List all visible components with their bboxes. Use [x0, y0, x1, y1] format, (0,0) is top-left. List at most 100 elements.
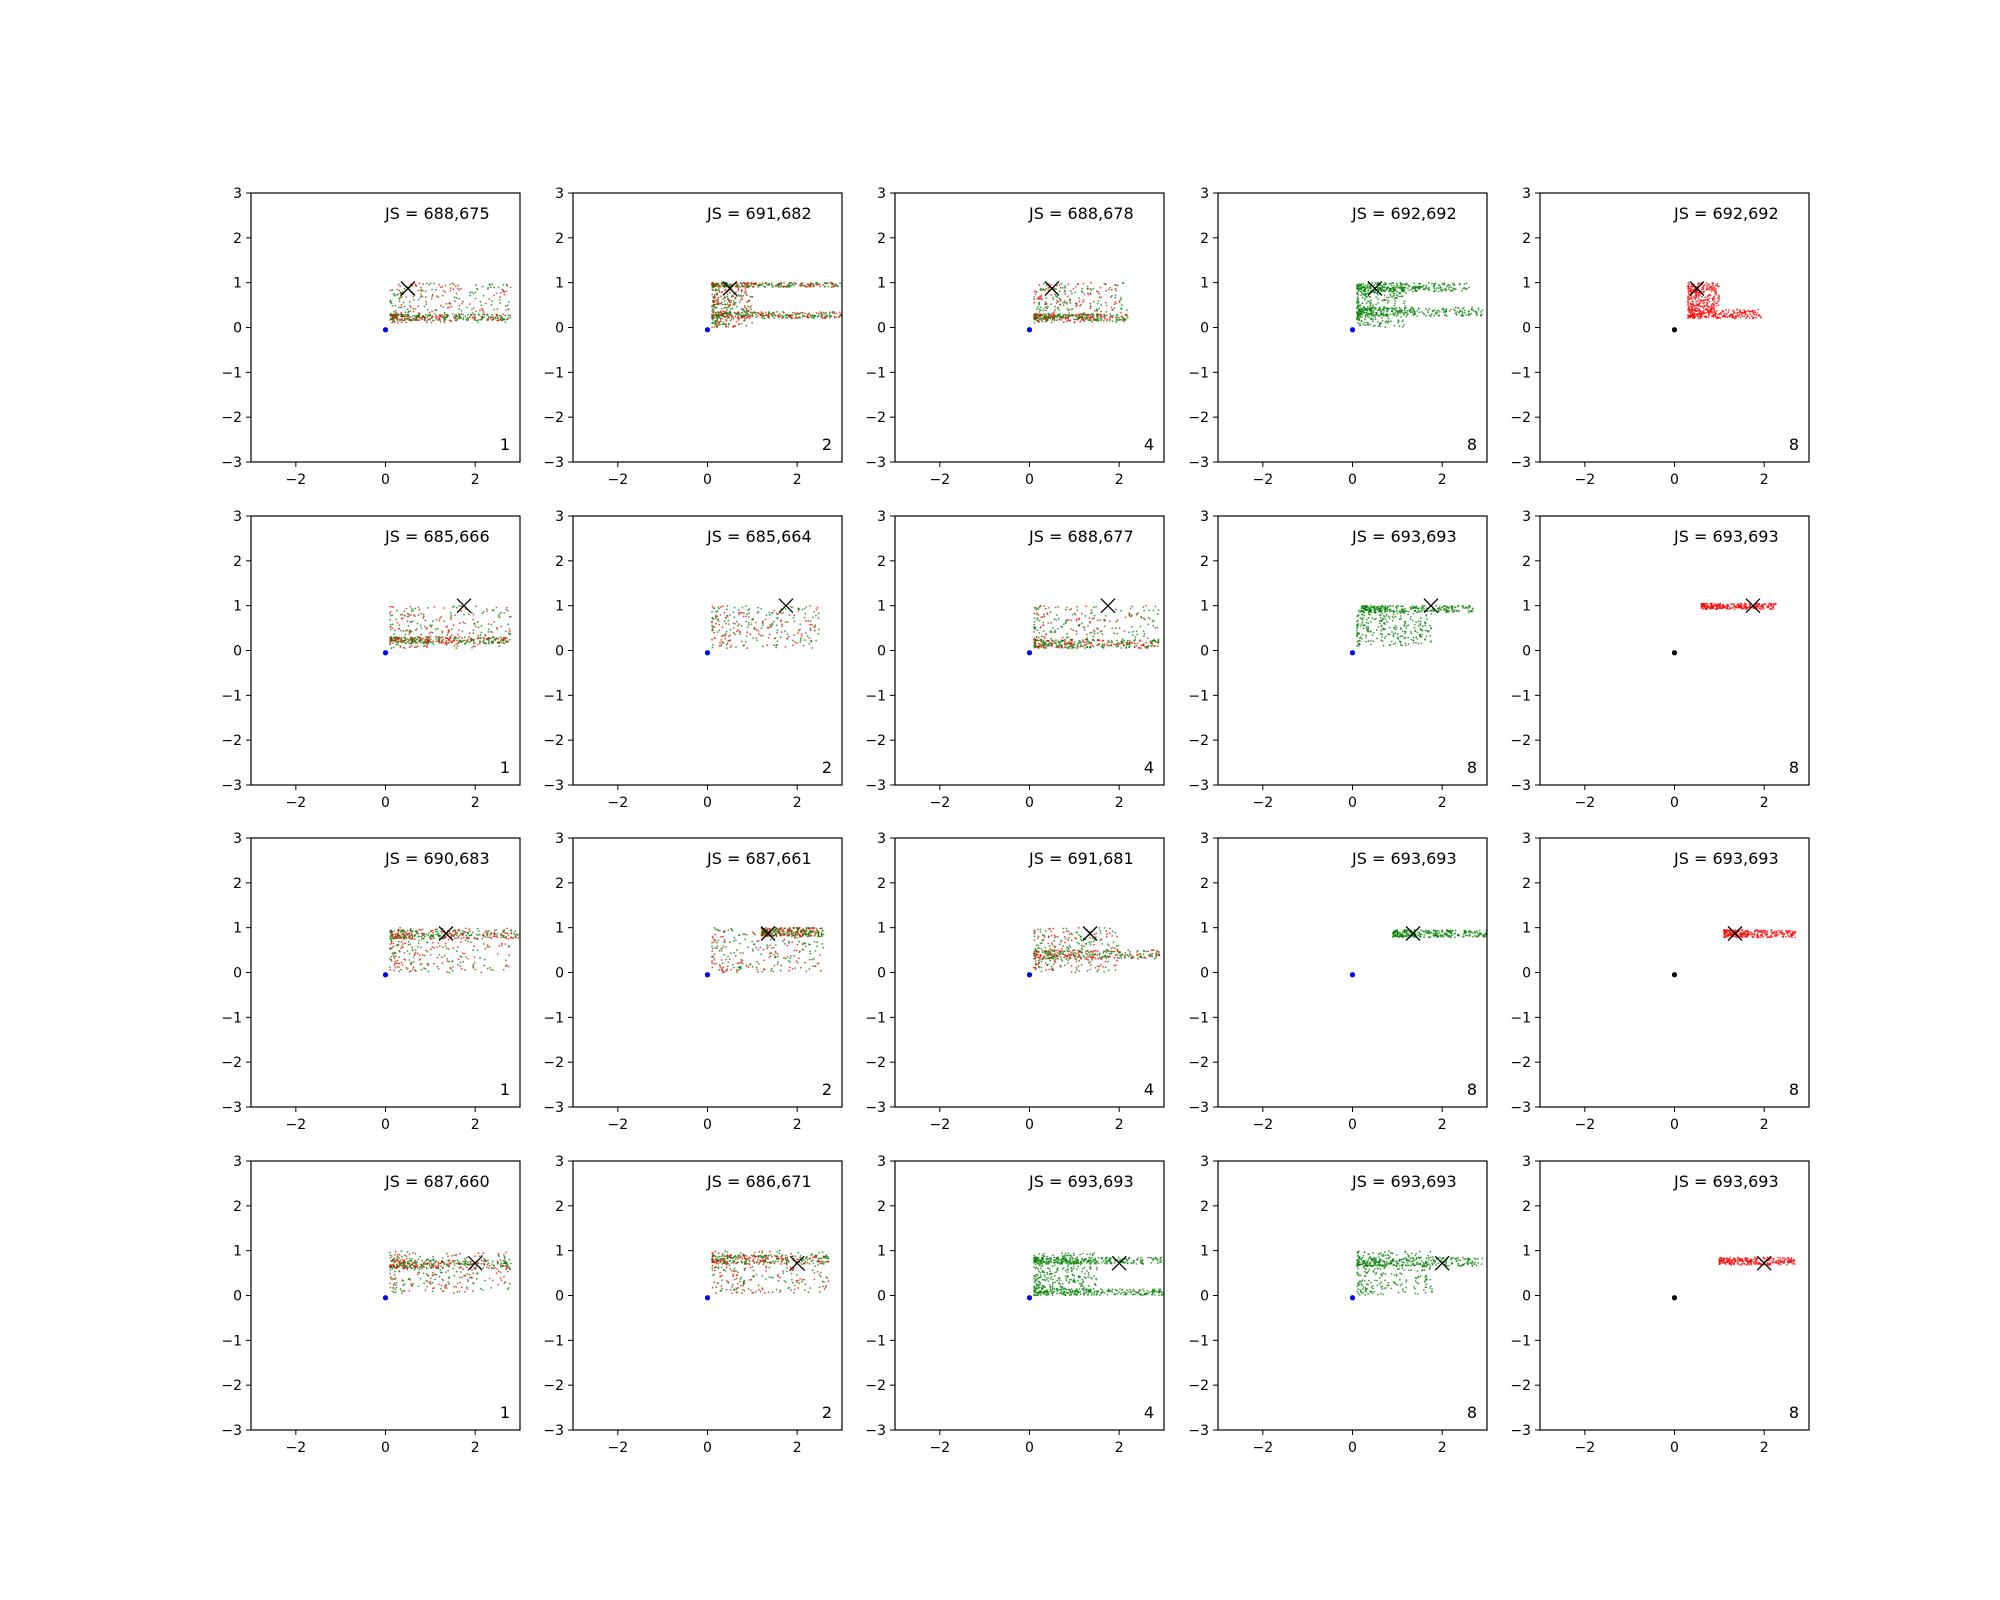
scatter-point	[810, 639, 813, 642]
scatter-point	[1435, 289, 1437, 292]
scatter-point	[1365, 295, 1367, 298]
scatter-point	[1417, 609, 1420, 612]
scatter-point	[1412, 642, 1415, 644]
scatter-point	[749, 295, 752, 298]
scatter-point	[400, 318, 403, 321]
scatter-point	[1737, 314, 1740, 316]
scatter-point	[1042, 288, 1044, 291]
scatter-point	[400, 638, 403, 641]
scatter-point	[425, 642, 428, 645]
scatter-point	[391, 305, 394, 307]
scatter-point	[1462, 605, 1465, 608]
scatter-point	[735, 320, 738, 323]
scatter-point	[1086, 285, 1089, 288]
scatter-point	[1377, 314, 1380, 317]
scatter-point	[1042, 309, 1045, 312]
scatter-point	[1397, 605, 1400, 607]
scatter-point	[473, 314, 475, 316]
scatter-point	[437, 319, 440, 321]
scatter-point	[774, 637, 777, 639]
scatter-point	[1357, 322, 1359, 325]
scatter-point	[725, 311, 728, 314]
scatter-point	[1718, 312, 1721, 315]
scatter-point	[444, 316, 447, 319]
scatter-point	[1126, 315, 1128, 317]
scatter-point	[1712, 288, 1714, 291]
scatter-point	[395, 643, 397, 646]
scatter-point	[502, 313, 505, 316]
scatter-point	[1052, 314, 1055, 316]
scatter-point	[717, 322, 720, 325]
step-label: 4	[1144, 758, 1154, 777]
js-score-label: JS = 691,682	[706, 204, 812, 223]
scatter-point	[1376, 609, 1379, 611]
scatter-point	[1093, 614, 1096, 617]
scatter-point	[1375, 303, 1378, 306]
scatter-point	[1157, 641, 1160, 644]
scatter-point	[1086, 292, 1089, 295]
scatter-point	[492, 315, 495, 318]
scatter-point	[405, 607, 408, 610]
scatter-point	[833, 316, 836, 319]
scatter-point	[471, 308, 473, 311]
scatter-point	[721, 307, 723, 310]
scatter-point	[784, 285, 787, 288]
scatter-point	[1070, 290, 1072, 293]
scatter-point	[482, 313, 484, 316]
scatter-point	[407, 625, 410, 627]
scatter-point	[761, 645, 764, 648]
scatter-point	[504, 305, 507, 307]
scatter-point	[1070, 639, 1073, 642]
scatter-point	[1395, 282, 1398, 285]
scatter-point	[793, 634, 795, 636]
scatter-point	[761, 622, 764, 625]
scatter-point	[428, 283, 431, 286]
scatter-point	[1707, 316, 1710, 319]
scatter-point	[773, 609, 775, 612]
scatter-point	[429, 317, 431, 320]
target-x-marker	[1689, 281, 1705, 296]
scatter-point	[441, 294, 444, 297]
scatter-point	[409, 631, 412, 634]
scatter-point	[508, 615, 511, 618]
scatter-point	[1407, 287, 1409, 290]
y-tick-label: 1	[877, 599, 886, 615]
scatter-point	[1375, 311, 1378, 314]
scatter-point	[431, 631, 434, 634]
scatter-point	[730, 318, 733, 320]
scatter-point	[719, 310, 722, 313]
scatter-point	[1064, 640, 1066, 643]
scatter-point	[434, 628, 437, 631]
scatter-point	[1379, 289, 1382, 292]
scatter-point	[1356, 640, 1359, 643]
scatter-point	[458, 641, 460, 643]
scatter-point	[1752, 313, 1755, 315]
scatter-point	[492, 641, 495, 644]
scatter-point	[808, 312, 810, 315]
scatter-point	[443, 321, 446, 324]
scatter-point	[397, 643, 399, 646]
scatter-point	[793, 284, 795, 287]
scatter-point	[1067, 283, 1070, 286]
scatter-point	[1402, 319, 1404, 321]
scatter-point	[1036, 297, 1038, 300]
scatter-point	[414, 615, 416, 618]
scatter-point	[1432, 290, 1435, 293]
scatter-point	[404, 311, 407, 314]
scatter-point	[1108, 319, 1111, 322]
scatter-point	[398, 289, 401, 292]
scatter-point	[743, 310, 746, 313]
scatter-point	[1442, 311, 1445, 313]
scatter-point	[472, 645, 475, 648]
scatter-point	[1417, 307, 1420, 309]
scatter-point	[410, 637, 412, 639]
scatter-point	[1102, 315, 1105, 318]
scatter-point	[753, 283, 755, 285]
scatter-point	[1120, 640, 1122, 643]
scatter-point	[1065, 636, 1068, 639]
scatter-point	[1041, 315, 1044, 317]
scatter-point	[1053, 640, 1055, 642]
scatter-point	[1136, 633, 1139, 636]
scatter-point	[1435, 604, 1437, 607]
